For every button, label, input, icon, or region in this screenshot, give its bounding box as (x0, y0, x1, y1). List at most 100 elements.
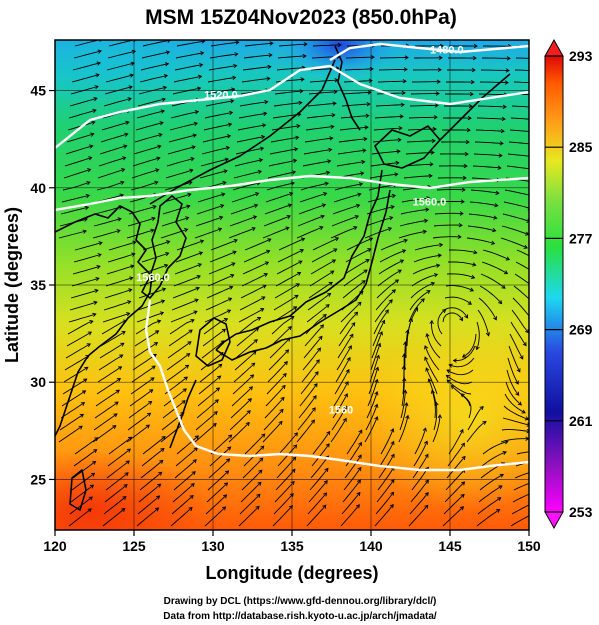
streamline-arrowhead (388, 299, 393, 304)
streamline (515, 461, 529, 467)
streamline-arrowhead (196, 274, 201, 279)
streamline-arrowhead (257, 481, 262, 486)
streamline (476, 117, 506, 120)
streamline (103, 496, 127, 515)
streamline-arrowhead (542, 449, 545, 453)
streamline-arrowhead (459, 211, 464, 216)
streamline (468, 213, 497, 219)
streamline (340, 115, 369, 119)
streamline-arrowhead (401, 90, 406, 96)
streamline-arrowhead (437, 253, 442, 258)
streamline-arrowhead (125, 460, 130, 465)
streamline-arrowhead (229, 110, 234, 116)
streamline (514, 472, 529, 479)
streamline (233, 362, 256, 383)
streamline-arrowhead (461, 353, 467, 358)
streamline (375, 289, 396, 311)
streamline (428, 378, 437, 407)
streamline (170, 507, 193, 527)
streamline (203, 123, 232, 131)
streamline-arrowhead (125, 120, 130, 125)
streamline (474, 141, 504, 144)
streamline-arrowhead (150, 377, 155, 382)
streamline-arrowhead (325, 304, 330, 309)
streamline-arrowhead (98, 241, 103, 246)
streamline (210, 41, 239, 47)
streamline (73, 50, 102, 59)
streamline-arrowhead (189, 495, 194, 500)
streamline-arrowhead (266, 249, 271, 254)
streamline-arrowhead (184, 364, 190, 369)
streamline (140, 264, 168, 275)
streamline (435, 201, 465, 203)
streamline-arrowhead (405, 414, 410, 420)
streamline-arrowhead (229, 285, 234, 290)
streamline-arrowhead (267, 64, 272, 70)
streamline-arrowhead (399, 114, 404, 119)
streamline-arrowhead (396, 149, 401, 154)
streamline-arrowhead (87, 168, 92, 173)
streamline-arrowhead (223, 169, 228, 174)
streamline-arrowhead (389, 504, 394, 509)
height-contours (55, 42, 529, 472)
streamline (230, 398, 252, 419)
streamline-arrowhead (299, 88, 304, 94)
streamline-arrowhead (262, 123, 267, 128)
streamline-arrowhead (364, 125, 369, 130)
streamline-arrowhead (404, 55, 409, 60)
streamline-arrowhead (498, 300, 503, 305)
streamline (197, 193, 225, 203)
streamline (303, 336, 323, 359)
streamline-arrowhead (292, 456, 297, 461)
streamline-arrowhead (214, 399, 219, 404)
streamline (481, 451, 507, 467)
streamline (501, 225, 529, 236)
streamline (307, 293, 331, 311)
streamline-arrowhead (328, 147, 333, 153)
streamline-arrowhead (123, 144, 128, 149)
streamline-arrowhead (165, 50, 171, 55)
streamline (141, 448, 165, 467)
streamline (504, 393, 526, 414)
streamline-arrowhead (538, 93, 541, 97)
streamline (298, 395, 317, 419)
streamline (273, 294, 299, 311)
streamline-arrowhead (424, 492, 429, 497)
streamline (99, 145, 127, 155)
streamline (231, 386, 253, 407)
streamline (446, 456, 466, 479)
streamline-arrowhead (287, 203, 293, 208)
streamline-arrowhead (536, 118, 539, 122)
streamline (199, 363, 222, 383)
streamline (312, 431, 331, 455)
streamline-arrowhead (429, 319, 434, 325)
streamline (229, 215, 257, 227)
streamline (106, 62, 135, 71)
streamline-arrowhead (294, 294, 299, 299)
wind-streamlines (58, 40, 545, 527)
streamline (307, 492, 327, 515)
streamline-arrowhead (256, 316, 262, 321)
streamline (377, 269, 402, 287)
streamline (477, 497, 501, 515)
streamline-arrowhead (186, 204, 191, 209)
streamline (203, 318, 228, 335)
streamline-arrowhead (289, 191, 294, 197)
streamline (368, 367, 379, 395)
streamline (380, 428, 394, 455)
streamline (104, 289, 132, 299)
streamline-arrowhead (117, 217, 122, 222)
streamline-arrowhead (505, 256, 510, 261)
streamline-arrowhead (503, 270, 509, 275)
streamline-arrowhead (295, 135, 300, 140)
streamline-arrowhead (300, 237, 306, 242)
streamline (230, 204, 258, 215)
streamline (273, 493, 294, 515)
streamline-arrowhead (289, 493, 294, 498)
streamline-arrowhead (231, 87, 236, 92)
streamline-arrowhead (283, 361, 288, 366)
streamline-arrowhead (94, 288, 99, 294)
streamline-arrowhead (464, 151, 469, 157)
coast-ryukyu (169, 379, 197, 449)
streamline-arrowhead (296, 123, 301, 129)
